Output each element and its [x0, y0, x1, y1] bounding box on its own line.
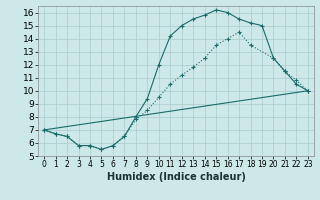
- X-axis label: Humidex (Indice chaleur): Humidex (Indice chaleur): [107, 172, 245, 182]
